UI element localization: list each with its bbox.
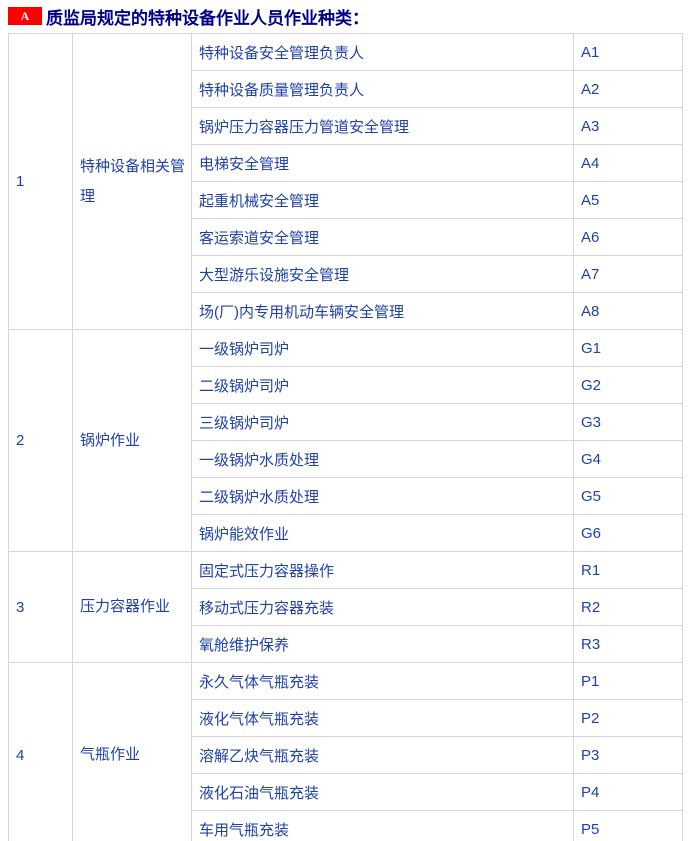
job-code-cell: G2 (573, 366, 683, 404)
table-row: 特种设备质量管理负责人 A2 (9, 70, 683, 108)
job-name-cell: 二级锅炉水质处理 (191, 477, 574, 515)
table-row: 1 特种设备相关管理 特种设备安全管理负责人 A1 (8, 33, 683, 330)
table-row: 溶解乙炔气瓶充装 P3 (9, 736, 683, 774)
group-category-cell: 压力容器作业 (72, 551, 192, 663)
job-code-cell: P4 (573, 773, 683, 811)
group-category-cell: 气瓶作业 (72, 662, 192, 841)
group-category-cell: 锅炉作业 (72, 329, 192, 552)
job-name-cell: 三级锅炉司炉 (191, 403, 574, 441)
job-name-cell: 起重机械安全管理 (191, 181, 574, 219)
group-number-cell: 1 (8, 33, 73, 330)
job-name-cell: 一级锅炉水质处理 (191, 440, 574, 478)
job-name-cell: 氧舱维护保养 (191, 625, 574, 663)
job-name-cell: 大型游乐设施安全管理 (191, 255, 574, 293)
job-name-cell: 特种设备安全管理负责人 (191, 33, 574, 71)
job-code-cell: G6 (573, 514, 683, 552)
job-code-cell: R1 (573, 551, 683, 589)
job-code-cell: P2 (573, 699, 683, 737)
table-row: 大型游乐设施安全管理 A7 (9, 255, 683, 293)
job-code-cell: P1 (573, 662, 683, 700)
job-name-cell: 液化气体气瓶充装 (191, 699, 574, 737)
job-code-cell: R3 (573, 625, 683, 663)
group-number-cell: 4 (8, 662, 73, 841)
job-code-cell: A7 (573, 255, 683, 293)
table-row: 液化气体气瓶充装 P2 (9, 699, 683, 737)
job-code-cell: G1 (573, 329, 683, 367)
job-code-cell: A2 (573, 70, 683, 108)
job-name-cell: 永久气体气瓶充装 (191, 662, 574, 700)
table-row: 电梯安全管理 A4 (9, 144, 683, 182)
group-category-cell: 特种设备相关管理 (72, 33, 192, 330)
job-code-cell: A1 (573, 33, 683, 71)
table-row: 3 压力容器作业 固定式压力容器操作 R1 (8, 551, 683, 663)
job-name-cell: 二级锅炉司炉 (191, 366, 574, 404)
job-code-cell: A4 (573, 144, 683, 182)
table-row: 二级锅炉水质处理 G5 (9, 477, 683, 515)
job-code-cell: G4 (573, 440, 683, 478)
job-name-cell: 溶解乙炔气瓶充装 (191, 736, 574, 774)
job-name-cell: 场(厂)内专用机动车辆安全管理 (191, 292, 574, 330)
group-number-cell: 3 (8, 551, 73, 663)
table-row: 锅炉压力容器压力管道安全管理 A3 (9, 107, 683, 145)
job-name-cell: 固定式压力容器操作 (191, 551, 574, 589)
table-row: 2 锅炉作业 一级锅炉司炉 G1 (8, 329, 683, 552)
page-title: 质监局规定的特种设备作业人员作业种类： (46, 8, 369, 28)
job-name-cell: 一级锅炉司炉 (191, 329, 574, 367)
job-name-cell: 客运索道安全管理 (191, 218, 574, 256)
table-row: 起重机械安全管理 A5 (9, 181, 683, 219)
table-row: 客运索道安全管理 A6 (9, 218, 683, 256)
table-row: 液化石油气瓶充装 P4 (9, 773, 683, 811)
job-code-cell: R2 (573, 588, 683, 626)
job-name-cell: 车用气瓶充装 (191, 810, 574, 841)
job-name-cell: 电梯安全管理 (191, 144, 574, 182)
job-code-cell: A8 (573, 292, 683, 330)
job-code-cell: G5 (573, 477, 683, 515)
job-code-cell: P5 (573, 810, 683, 841)
job-categories-table: 1 特种设备相关管理 特种设备安全管理负责人 A1 特种设备质量管理负责人 A2 锅炉压力容… (8, 33, 683, 841)
table-row: 移动式压力容器充装 R2 (9, 588, 683, 626)
job-code-cell: A6 (573, 218, 683, 256)
job-name-cell: 锅炉压力容器压力管道安全管理 (191, 107, 574, 145)
job-name-cell: 移动式压力容器充装 (191, 588, 574, 626)
table-row: 锅炉能效作业 G6 (9, 514, 683, 552)
job-name-cell: 特种设备质量管理负责人 (191, 70, 574, 108)
section-header: A 质监局规定的特种设备作业人员作业种类： (8, 5, 689, 28)
group-number-cell: 2 (8, 329, 73, 552)
job-code-cell: P3 (573, 736, 683, 774)
table-row: 4 气瓶作业 永久气体气瓶充装 P1 (8, 662, 683, 841)
job-name-cell: 锅炉能效作业 (191, 514, 574, 552)
table-row: 场(厂)内专用机动车辆安全管理 A8 (9, 292, 683, 330)
table-row: 氧舱维护保养 R3 (9, 625, 683, 663)
table-row: 车用气瓶充装 P5 (9, 810, 683, 841)
job-code-cell: G3 (573, 403, 683, 441)
table-row: 三级锅炉司炉 G3 (9, 403, 683, 441)
job-code-cell: A3 (573, 107, 683, 145)
job-name-cell: 液化石油气瓶充装 (191, 773, 574, 811)
table-body: 1 特种设备相关管理 特种设备安全管理负责人 A1 特种设备质量管理负责人 A2 锅炉压力容… (8, 33, 683, 841)
section-badge: A (8, 7, 42, 25)
job-code-cell: A5 (573, 181, 683, 219)
table-row: 二级锅炉司炉 G2 (9, 366, 683, 404)
